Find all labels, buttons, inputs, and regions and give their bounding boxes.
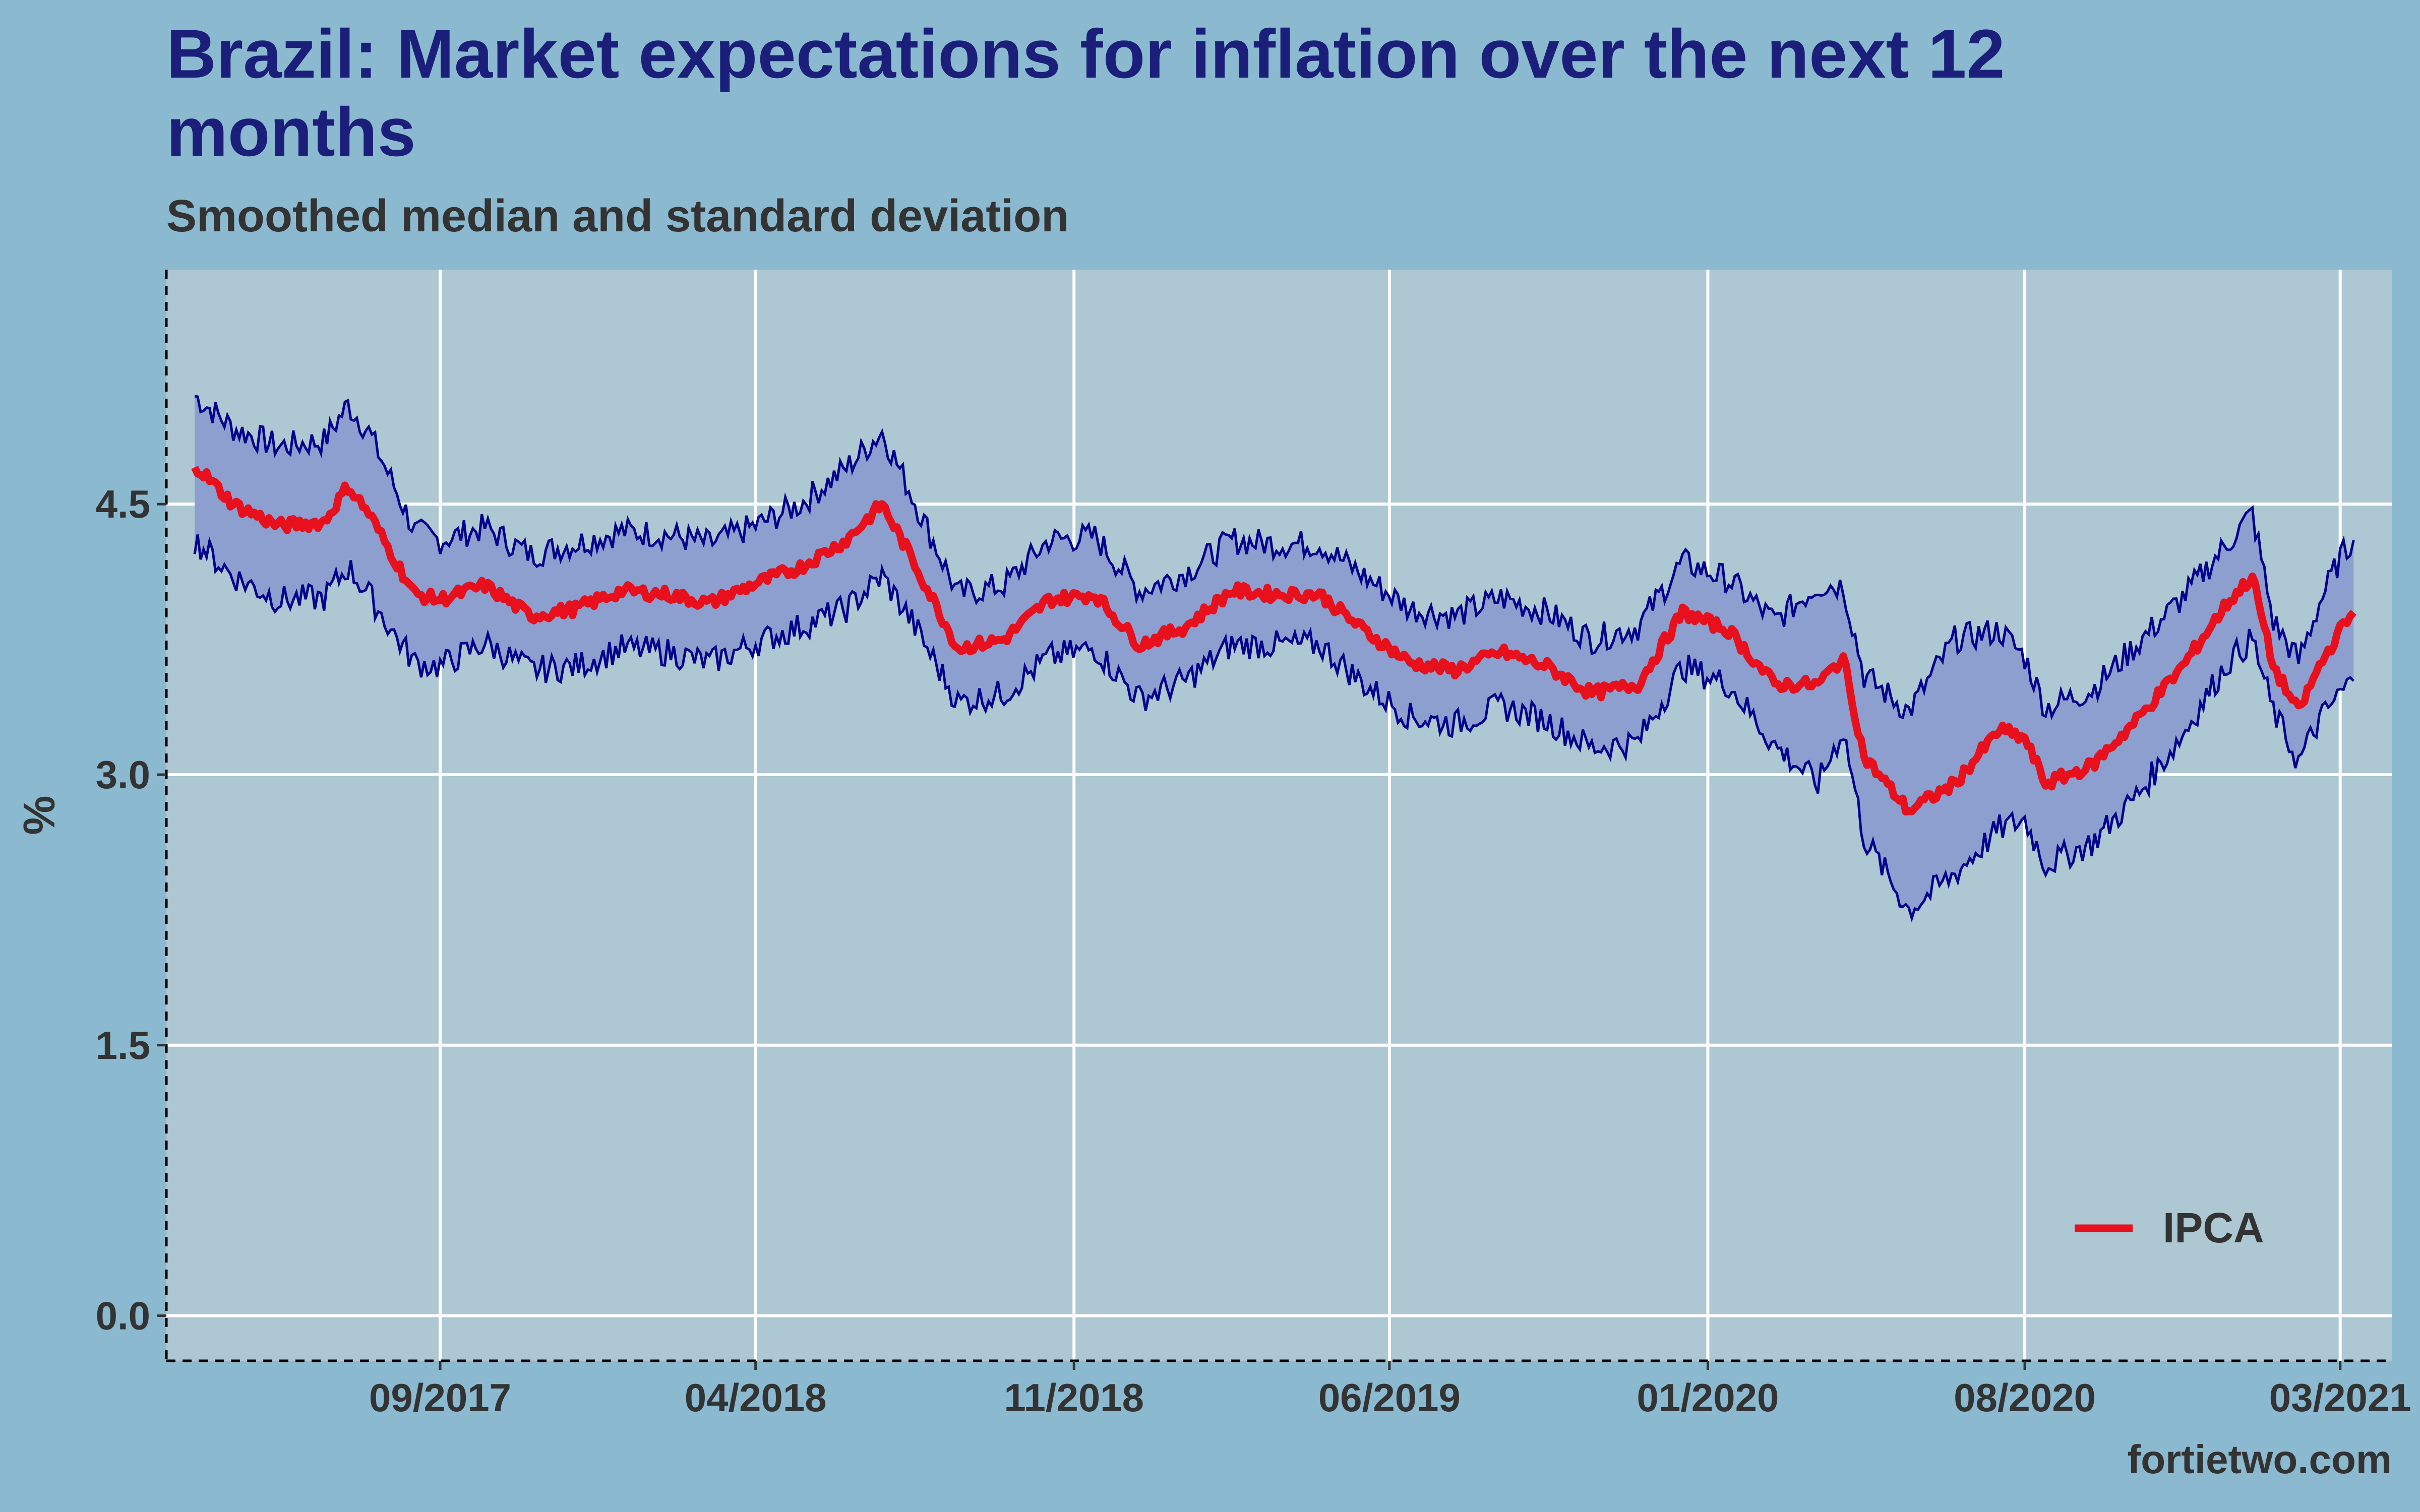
source-credit: fortietwo.com bbox=[2127, 1437, 2392, 1482]
chart-title: Brazil: Market expectations for inflatio… bbox=[166, 16, 2005, 171]
y-tick-label: 4.5 bbox=[96, 482, 150, 526]
x-tick-label: 08/2020 bbox=[1954, 1375, 2096, 1420]
median-line bbox=[191, 466, 2356, 815]
chart-subtitle: Smoothed median and standard deviation bbox=[166, 191, 1069, 241]
x-tick-label: 09/2017 bbox=[369, 1375, 511, 1420]
axes: 0.0 1.5 3.0 4.5 09/2017 04/2018 11/2018 06/2019… bbox=[14, 270, 2411, 1420]
x-tick-label: 01/2020 bbox=[1637, 1375, 1779, 1420]
gridlines bbox=[166, 270, 2392, 1361]
y-tick-label: 3.0 bbox=[96, 752, 150, 797]
x-tick-label: 06/2019 bbox=[1318, 1375, 1461, 1420]
lower-band-line bbox=[193, 534, 2355, 923]
legend-label-ipca: IPCA bbox=[2163, 1204, 2264, 1251]
y-axis-title: % bbox=[14, 795, 64, 835]
legend: IPCA bbox=[2075, 1204, 2264, 1251]
x-tick-label: 04/2018 bbox=[685, 1375, 827, 1420]
upper-band-line bbox=[194, 395, 2355, 721]
x-tick-label: 03/2021 bbox=[2269, 1375, 2411, 1420]
y-tick-label: 0.0 bbox=[96, 1294, 150, 1338]
y-tick-label: 1.5 bbox=[96, 1023, 150, 1067]
x-tick-label: 11/2018 bbox=[1004, 1375, 1144, 1420]
